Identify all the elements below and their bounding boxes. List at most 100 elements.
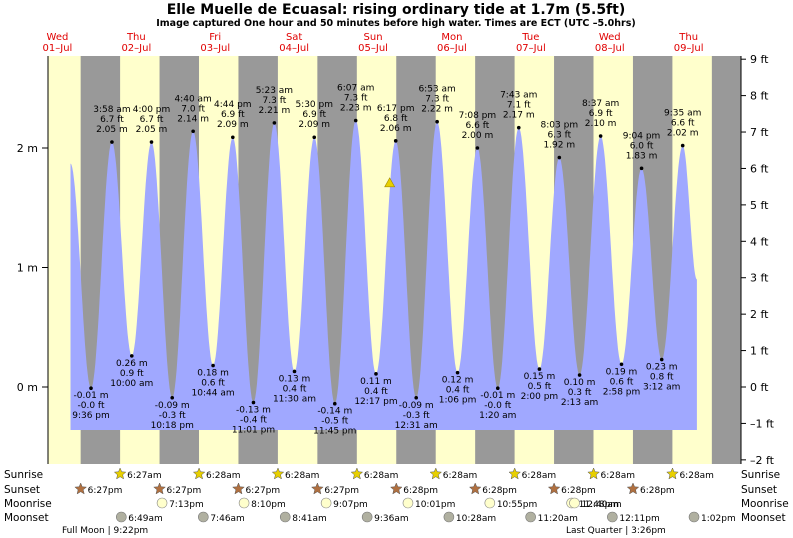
low-time-label: 2:00 pm xyxy=(521,392,559,402)
sunset-row-label-left: Sunset xyxy=(4,484,40,496)
low-ft-label: 0.4 ft xyxy=(283,384,307,394)
high-tide-point xyxy=(231,135,235,140)
sunrise-row-label-right: Sunrise xyxy=(741,469,780,481)
low-time-label: 2:58 pm xyxy=(603,387,641,397)
high-time-label: 6:53 am xyxy=(418,85,455,95)
day-of-week-label: Sun xyxy=(364,32,383,43)
right-tick-label: 5 ft xyxy=(750,199,769,212)
sunrise-time: 6:28am xyxy=(522,471,557,481)
moonset-time: 8:41am xyxy=(292,514,327,524)
moonset-icon xyxy=(361,511,373,523)
moonrise-icon xyxy=(156,497,168,509)
moonrise-time: 8:10pm xyxy=(251,500,286,510)
sunset-time: 6:27pm xyxy=(88,486,123,496)
low-tide-point xyxy=(659,357,664,362)
low-ft-label: -0.0 ft xyxy=(484,401,511,411)
sunrise-icon xyxy=(587,467,600,480)
low-ft-label: 0.4 ft xyxy=(446,386,470,396)
right-tick-label: –2 ft xyxy=(750,454,775,467)
moonset-time: 12:11pm xyxy=(619,514,659,524)
low-m-label: -0.09 m xyxy=(155,401,190,411)
moonset-icon xyxy=(279,511,291,523)
high-ft-label: 7.3 ft xyxy=(263,96,287,106)
low-tide-point xyxy=(211,363,215,368)
chart-title: Elle Muelle de Ecuasal: rising ordinary … xyxy=(167,2,626,18)
moonset-icon xyxy=(443,511,455,523)
sunrise-icon xyxy=(508,467,522,480)
right-tick-label: 0 ft xyxy=(750,381,769,394)
high-ft-label: 6.9 ft xyxy=(302,110,326,120)
high-tide-point xyxy=(475,146,480,150)
low-tide-point xyxy=(332,401,337,406)
low-tide-point xyxy=(374,372,378,376)
sunset-time: 6:28pm xyxy=(482,486,517,496)
moonrise-icon xyxy=(238,497,250,509)
sunset-icon xyxy=(232,482,245,495)
sunset-time: 6:27pm xyxy=(324,486,359,496)
low-time-label: 3:12 am xyxy=(643,383,680,393)
high-time-label: 9:04 pm xyxy=(623,131,661,141)
tide-curve xyxy=(70,120,697,431)
right-tick-label: 3 ft xyxy=(750,272,769,285)
right-tick-label: 2 ft xyxy=(750,308,769,321)
sunrise-time: 6:27am xyxy=(127,471,161,481)
sunrise-row-label-left: Sunrise xyxy=(4,469,43,481)
high-time-label: 8:03 pm xyxy=(541,121,579,131)
high-time-label: 9:35 am xyxy=(664,109,701,119)
high-ft-label: 6.7 ft xyxy=(100,115,124,125)
high-time-label: 7:08 pm xyxy=(459,111,497,121)
high-ft-label: 7.3 ft xyxy=(425,95,449,105)
high-tide-point xyxy=(353,118,358,123)
high-m-label: 2.22 m xyxy=(421,105,453,115)
moonrise-row-label-left: Moonrise xyxy=(4,498,52,510)
high-m-label: 2.09 m xyxy=(217,120,249,130)
date-label: 08–Jul xyxy=(595,43,625,54)
low-ft-label: -0.0 ft xyxy=(78,401,105,411)
moonset-icon xyxy=(688,511,700,523)
extreme-labels: -0.01 m-0.0 ft9:36 pm3:58 am6.7 ft2.05 m… xyxy=(72,84,701,437)
high-tide-point xyxy=(680,143,685,148)
low-ft-label: 0.8 ft xyxy=(650,373,674,383)
right-tick-label: 8 ft xyxy=(750,90,769,103)
low-time-label: 10:18 pm xyxy=(151,421,194,431)
moonrise-time: 10:01pm xyxy=(415,500,455,510)
low-tide-point xyxy=(495,386,500,390)
header: Elle Muelle de Ecuasal: rising ordinary … xyxy=(156,2,635,29)
day-of-week-label: Sat xyxy=(286,32,302,43)
date-label: 06–Jul xyxy=(437,43,467,54)
moonrise-time: 9:07pm xyxy=(333,500,368,510)
date-label: 03–Jul xyxy=(200,43,230,54)
high-m-label: 1.83 m xyxy=(626,151,658,161)
day-of-week-label: Thu xyxy=(126,32,146,43)
low-ft-label: 0.9 ft xyxy=(120,369,144,379)
low-m-label: 0.11 m xyxy=(360,377,392,387)
low-time-label: 1:20 am xyxy=(479,411,516,421)
sunset-icon xyxy=(547,482,561,495)
low-time-label: 9:36 pm xyxy=(72,411,110,421)
moonset-time: 11:20am xyxy=(538,514,578,524)
high-tide-point xyxy=(435,119,439,124)
high-ft-label: 6.9 ft xyxy=(221,110,245,120)
high-ft-label: 6.0 ft xyxy=(630,141,654,151)
high-ft-label: 6.3 ft xyxy=(547,131,571,141)
low-ft-label: -0.3 ft xyxy=(403,411,430,421)
current-tide-marker xyxy=(384,177,396,188)
low-tide-point xyxy=(129,354,134,358)
low-tide-point xyxy=(414,395,418,400)
right-tick-label: 1 ft xyxy=(750,345,769,358)
high-tide-point xyxy=(516,125,521,130)
day-of-week-label: Wed xyxy=(47,32,69,43)
high-m-label: 2.23 m xyxy=(340,104,372,114)
moonrise-time: 10:55pm xyxy=(497,500,537,510)
high-tide-point xyxy=(191,129,195,134)
low-time-label: 2:13 am xyxy=(561,398,598,408)
sun-moon-events: Sunrise Sunset Moonrise Moonset Sunrise … xyxy=(4,467,789,536)
low-tide-point xyxy=(251,400,256,405)
low-tide-point xyxy=(455,370,460,375)
low-time-label: 11:30 am xyxy=(273,394,316,404)
sunset-icon xyxy=(310,482,324,495)
low-time-label: 11:01 pm xyxy=(232,426,275,436)
right-tick-label: 6 ft xyxy=(750,162,769,175)
low-tide-point xyxy=(619,362,624,367)
